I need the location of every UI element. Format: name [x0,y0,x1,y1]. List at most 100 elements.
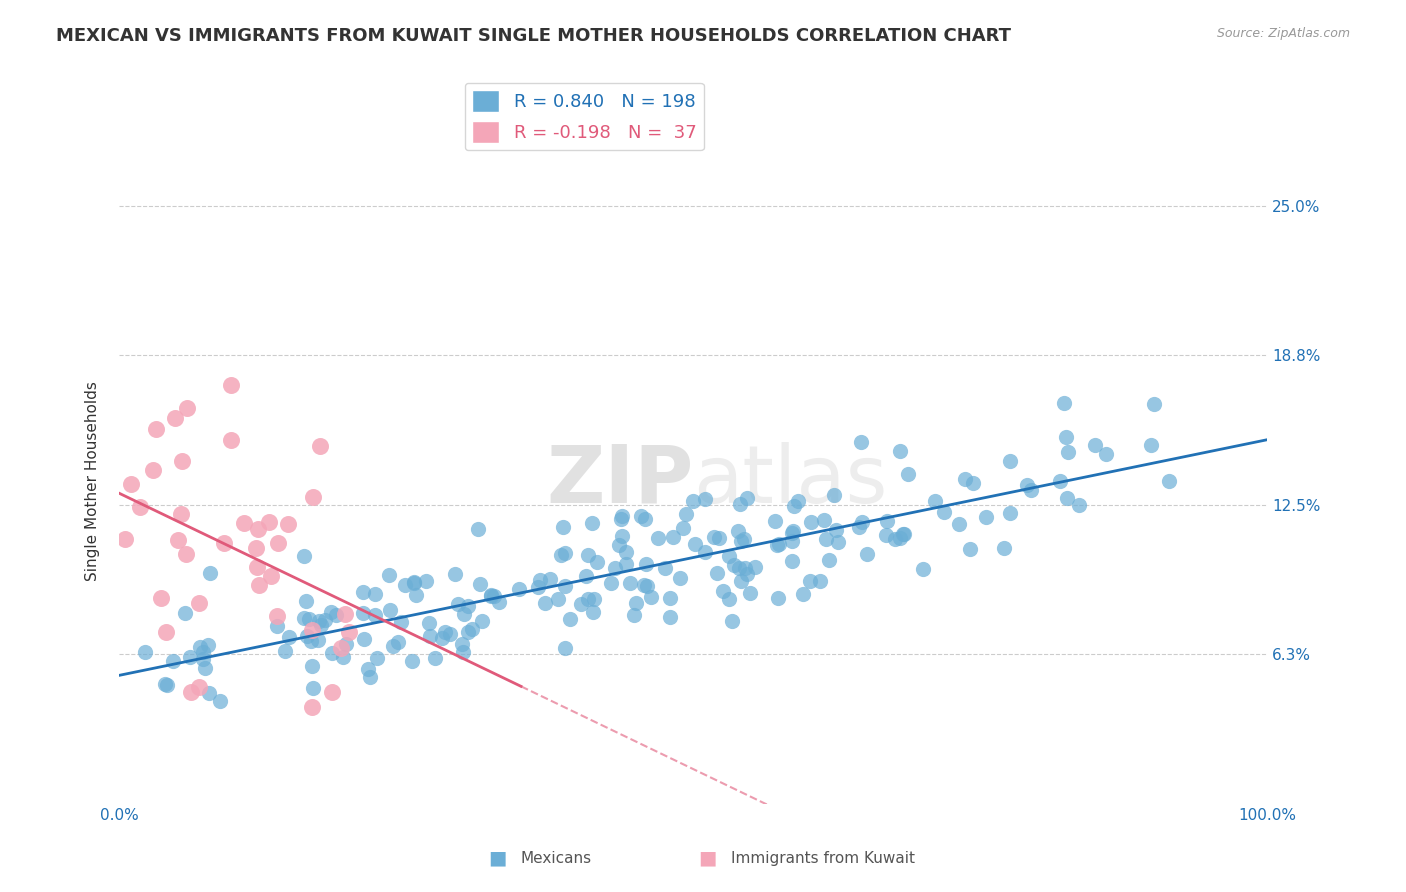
Point [711,584,734,599]
Point [718,549,741,563]
Point [432,631,454,645]
Point [321,605,343,619]
Point [167,533,190,547]
Point [402,576,425,591]
Text: ZIP: ZIP [546,442,693,520]
Point [176,401,198,415]
Point [856,547,879,561]
Point [605,561,627,575]
Point [301,658,323,673]
Point [357,662,380,676]
Point [581,516,603,531]
Point [301,624,323,638]
Point [353,632,375,646]
Point [382,640,405,654]
Point [1084,438,1107,452]
Point [194,661,217,675]
Point [897,467,920,482]
Point [934,505,956,519]
Point [718,592,741,607]
Point [619,575,641,590]
Point [266,619,288,633]
Point [993,541,1015,555]
Point [488,595,510,609]
Point [707,531,730,545]
Point [387,635,409,649]
Point [447,597,470,611]
Point [783,499,806,513]
Point [737,491,759,505]
Point [623,607,645,622]
Point [662,530,685,544]
Point [695,545,717,559]
Point [948,516,970,531]
Point [457,625,479,640]
Text: ■: ■ [699,848,717,868]
Point [187,596,209,610]
Point [419,628,441,642]
Point [245,541,267,556]
Point [780,534,803,549]
Point [156,678,179,692]
Point [277,516,299,531]
Point [402,574,425,589]
Point [738,586,761,600]
Point [792,587,814,601]
Point [765,514,787,528]
Point [120,476,142,491]
Point [444,567,467,582]
Point [640,591,662,605]
Point [1052,395,1074,409]
Point [636,557,658,571]
Point [554,640,576,655]
Point [155,625,177,640]
Point [325,607,347,622]
Point [439,627,461,641]
Point [321,685,343,699]
Point [766,591,789,605]
Point [301,699,323,714]
Point [609,538,631,552]
Point [401,654,423,668]
Point [179,649,201,664]
Point [962,475,984,490]
Point [998,454,1021,468]
Text: Source: ZipAtlas.com: Source: ZipAtlas.com [1216,27,1350,40]
Text: Mexicans: Mexicans [520,851,592,865]
Point [418,616,440,631]
Point [145,422,167,436]
Point [1019,483,1042,497]
Point [610,512,633,526]
Point [636,579,658,593]
Point [582,606,605,620]
Point [891,527,914,541]
Point [614,545,637,559]
Point [332,649,354,664]
Point [875,528,897,542]
Point [527,581,550,595]
Point [266,608,288,623]
Point [924,493,946,508]
Point [142,463,165,477]
Point [308,614,330,628]
Point [744,559,766,574]
Point [307,632,329,647]
Point [685,536,707,550]
Point [955,473,977,487]
Point [734,561,756,575]
Point [134,645,156,659]
Point [974,510,997,524]
Point [786,493,808,508]
Point [292,549,315,564]
Point [434,625,457,640]
Point [1140,437,1163,451]
Point [335,607,357,622]
Point [415,574,437,588]
Point [150,591,173,605]
Point [737,567,759,582]
Point [174,547,197,561]
Point [352,585,374,599]
Point [274,644,297,658]
Point [246,560,269,574]
Point [299,633,322,648]
